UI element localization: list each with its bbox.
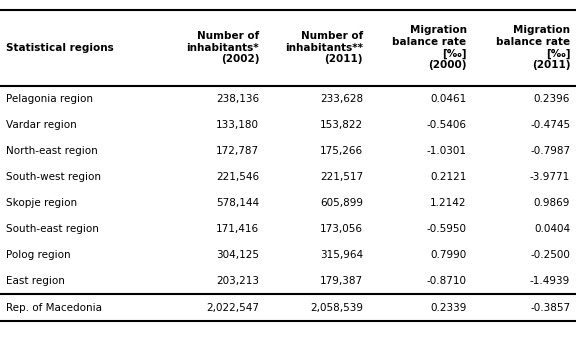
Text: -0.8710: -0.8710 [427, 276, 467, 286]
Text: 315,964: 315,964 [320, 250, 363, 260]
Text: 578,144: 578,144 [216, 198, 259, 208]
Text: 1.2142: 1.2142 [430, 198, 467, 208]
Text: 175,266: 175,266 [320, 146, 363, 156]
Text: Migration
balance rate
[‰]
(2000): Migration balance rate [‰] (2000) [392, 25, 467, 70]
Text: -1.4939: -1.4939 [530, 276, 570, 286]
Text: Number of
inhabitants*
(2002): Number of inhabitants* (2002) [187, 31, 259, 65]
Text: 221,517: 221,517 [320, 172, 363, 182]
Text: 238,136: 238,136 [216, 94, 259, 104]
Text: 153,822: 153,822 [320, 120, 363, 130]
Text: 0.0404: 0.0404 [534, 224, 570, 234]
Text: 233,628: 233,628 [320, 94, 363, 104]
Text: Polog region: Polog region [6, 250, 70, 260]
Text: -0.2500: -0.2500 [530, 250, 570, 260]
Text: 173,056: 173,056 [320, 224, 363, 234]
Text: 133,180: 133,180 [216, 120, 259, 130]
Text: 0.2396: 0.2396 [534, 94, 570, 104]
Text: South-east region: South-east region [6, 224, 98, 234]
Text: Vardar region: Vardar region [6, 120, 77, 130]
Text: 605,899: 605,899 [320, 198, 363, 208]
Text: -0.7987: -0.7987 [530, 146, 570, 156]
Text: -0.3857: -0.3857 [530, 303, 570, 313]
Text: 0.7990: 0.7990 [430, 250, 467, 260]
Text: Pelagonia region: Pelagonia region [6, 94, 93, 104]
Text: 172,787: 172,787 [216, 146, 259, 156]
Text: 0.0461: 0.0461 [430, 94, 467, 104]
Text: 179,387: 179,387 [320, 276, 363, 286]
Text: 203,213: 203,213 [216, 276, 259, 286]
Text: Statistical regions: Statistical regions [6, 43, 113, 53]
Text: -3.9771: -3.9771 [530, 172, 570, 182]
Text: -0.4745: -0.4745 [530, 120, 570, 130]
Text: -1.0301: -1.0301 [427, 146, 467, 156]
Text: Migration
balance rate
[‰]
(2011): Migration balance rate [‰] (2011) [496, 25, 570, 70]
Text: 0.9869: 0.9869 [534, 198, 570, 208]
Text: South-west region: South-west region [6, 172, 101, 182]
Text: Number of
inhabitants**
(2011): Number of inhabitants** (2011) [285, 31, 363, 65]
Text: 171,416: 171,416 [216, 224, 259, 234]
Text: North-east region: North-east region [6, 146, 97, 156]
Text: 221,546: 221,546 [216, 172, 259, 182]
Text: 2,022,547: 2,022,547 [206, 303, 259, 313]
Text: -0.5950: -0.5950 [427, 224, 467, 234]
Text: -0.5406: -0.5406 [427, 120, 467, 130]
Text: 304,125: 304,125 [216, 250, 259, 260]
Text: Rep. of Macedonia: Rep. of Macedonia [6, 303, 102, 313]
Text: East region: East region [6, 276, 65, 286]
Text: 2,058,539: 2,058,539 [310, 303, 363, 313]
Text: Skopje region: Skopje region [6, 198, 77, 208]
Text: 0.2339: 0.2339 [430, 303, 467, 313]
Text: 0.2121: 0.2121 [430, 172, 467, 182]
